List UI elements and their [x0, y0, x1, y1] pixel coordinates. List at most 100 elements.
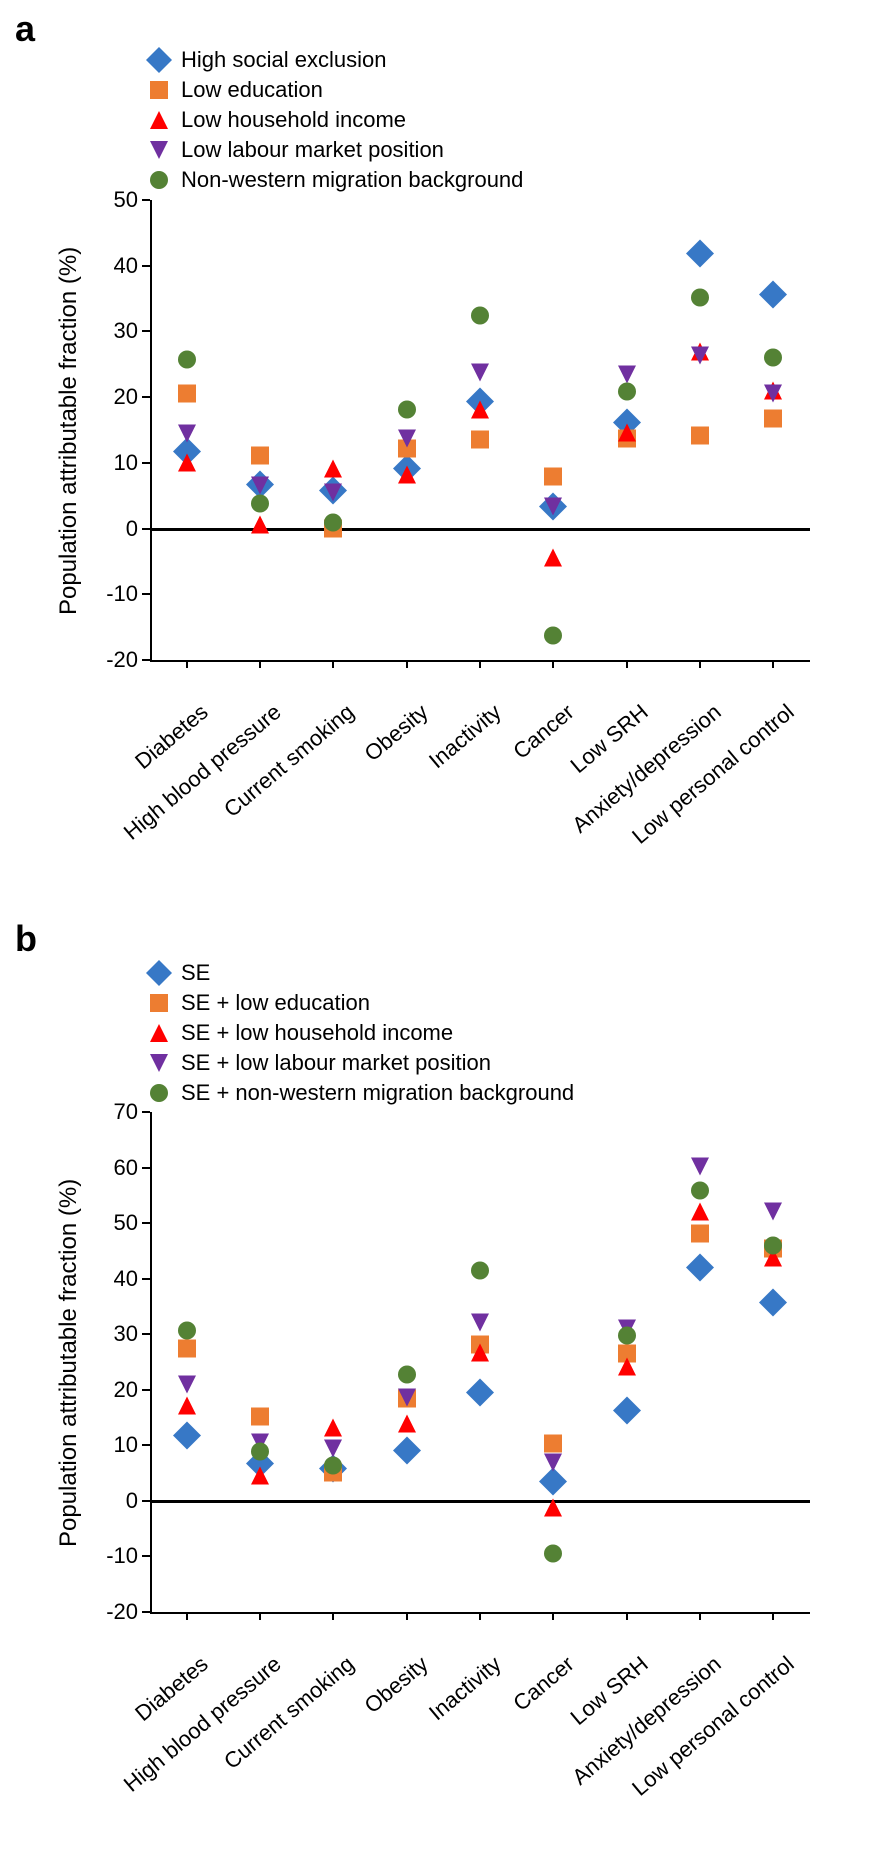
data-point — [544, 467, 562, 490]
data-point — [618, 1357, 636, 1380]
y-tick — [142, 1222, 150, 1224]
data-point — [178, 424, 196, 447]
legend-label: Low labour market position — [181, 137, 444, 163]
data-point — [393, 1436, 421, 1469]
data-point — [398, 466, 416, 489]
y-tick-label: 0 — [88, 516, 138, 542]
data-point — [618, 423, 636, 446]
x-tick — [332, 1612, 334, 1620]
x-tick — [406, 660, 408, 668]
data-point — [691, 1157, 709, 1180]
circle-icon — [145, 1084, 173, 1102]
data-point — [544, 549, 562, 572]
data-point — [759, 281, 787, 314]
triangle-up-icon — [145, 111, 173, 129]
data-point — [471, 430, 489, 453]
y-axis-title-a: Population attributable fraction (%) — [55, 247, 83, 615]
y-tick-label: 70 — [88, 1099, 138, 1125]
triangle-down-icon — [145, 1054, 173, 1072]
legend-item: High social exclusion — [145, 45, 523, 75]
data-point — [471, 307, 489, 330]
x-tick — [699, 660, 701, 668]
data-point — [686, 1254, 714, 1287]
legend-label: Non-western migration background — [181, 167, 523, 193]
y-tick-label: 10 — [88, 1432, 138, 1458]
y-tick-label: -10 — [88, 1543, 138, 1569]
legend-item: SE + non-western migration background — [145, 1078, 574, 1108]
y-tick — [142, 1500, 150, 1502]
y-tick — [142, 659, 150, 661]
y-tick — [142, 1389, 150, 1391]
x-tick — [406, 1612, 408, 1620]
y-tick — [142, 396, 150, 398]
data-point — [178, 1396, 196, 1419]
data-point — [691, 1202, 709, 1225]
data-point — [691, 346, 709, 369]
y-tick-label: 20 — [88, 1377, 138, 1403]
legend-b: SESE + low educationSE + low household i… — [145, 958, 574, 1108]
y-tick — [142, 330, 150, 332]
figure: a-20-1001020304050Population attributabl… — [0, 0, 886, 1836]
x-tick — [186, 1612, 188, 1620]
y-axis-a — [150, 200, 152, 660]
data-point — [251, 1466, 269, 1489]
data-point — [178, 1322, 196, 1345]
y-tick-label: -20 — [88, 1599, 138, 1625]
data-point — [324, 484, 342, 507]
y-tick — [142, 1444, 150, 1446]
data-point — [618, 382, 636, 405]
y-tick-label: 60 — [88, 1155, 138, 1181]
x-tick — [772, 1612, 774, 1620]
x-tick — [772, 660, 774, 668]
legend-item: SE — [145, 958, 574, 988]
triangle-up-icon — [145, 1024, 173, 1042]
x-tick — [552, 1612, 554, 1620]
y-tick — [142, 1333, 150, 1335]
data-point — [251, 495, 269, 518]
y-axis-b — [150, 1112, 152, 1612]
data-point — [764, 348, 782, 371]
triangle-down-icon — [145, 141, 173, 159]
y-tick-label: 0 — [88, 1488, 138, 1514]
data-point — [471, 1313, 489, 1336]
data-point — [471, 1344, 489, 1367]
data-point — [691, 426, 709, 449]
y-tick — [142, 462, 150, 464]
data-point — [471, 401, 489, 424]
data-point — [759, 1289, 787, 1322]
data-point — [251, 1442, 269, 1465]
x-tick — [186, 660, 188, 668]
data-point — [686, 239, 714, 272]
zero-line-a — [150, 528, 810, 531]
data-point — [544, 497, 562, 520]
x-tick — [479, 1612, 481, 1620]
data-point — [691, 288, 709, 311]
y-tick — [142, 1278, 150, 1280]
data-point — [764, 384, 782, 407]
data-point — [251, 516, 269, 539]
legend-label: Low education — [181, 77, 323, 103]
data-point — [618, 1327, 636, 1350]
legend-item: Non-western migration background — [145, 165, 523, 195]
y-tick — [142, 528, 150, 530]
y-tick — [142, 265, 150, 267]
data-point — [178, 351, 196, 374]
data-point — [764, 1237, 782, 1260]
legend-item: SE + low labour market position — [145, 1048, 574, 1078]
diamond-icon — [145, 960, 173, 986]
y-tick-label: -10 — [88, 581, 138, 607]
data-point — [324, 1456, 342, 1479]
data-point — [764, 409, 782, 432]
y-tick — [142, 1111, 150, 1113]
y-tick — [142, 1555, 150, 1557]
data-point — [544, 1499, 562, 1522]
y-tick-label: 50 — [88, 187, 138, 213]
y-tick-label: 30 — [88, 1321, 138, 1347]
y-tick — [142, 1611, 150, 1613]
x-tick — [626, 1612, 628, 1620]
data-point — [178, 454, 196, 477]
x-tick — [699, 1612, 701, 1620]
legend-label: High social exclusion — [181, 47, 386, 73]
legend-a: High social exclusionLow educationLow ho… — [145, 45, 523, 195]
circle-icon — [145, 171, 173, 189]
